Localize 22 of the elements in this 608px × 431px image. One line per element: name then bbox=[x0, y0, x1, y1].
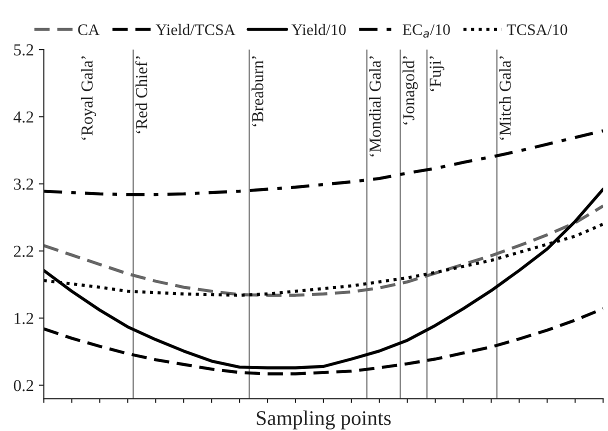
y-tick-label: 3.2 bbox=[14, 178, 34, 190]
legend-label: Yield/10 bbox=[292, 24, 346, 36]
annotation: ‘Jonagold’ bbox=[402, 56, 418, 124]
annotation: ‘Mondial Gala’ bbox=[369, 56, 381, 156]
x-axis-title: Sampling points bbox=[256, 410, 391, 430]
annotation: ‘Fuji’ bbox=[430, 56, 444, 92]
y-tick-label: 5.2 bbox=[14, 44, 34, 56]
annotation: ‘Mitch Gala’ bbox=[499, 56, 511, 140]
legend-label: Yield/TCSA bbox=[156, 24, 236, 36]
legend-label: TCSA/10 bbox=[506, 24, 568, 36]
line-series bbox=[44, 204, 604, 297]
annotation: ‘Royal Gala’ bbox=[80, 56, 96, 140]
line-series bbox=[44, 307, 604, 376]
y-tick-label: 4.2 bbox=[14, 111, 34, 123]
legend-label: CA bbox=[78, 24, 100, 36]
y-tick-label: 2.2 bbox=[14, 246, 34, 257]
annotation: ‘Red Chief’ bbox=[135, 56, 148, 134]
y-tick-label: 0.2 bbox=[14, 380, 34, 392]
line-series bbox=[44, 188, 604, 370]
annotation: ‘Breaburn’ bbox=[252, 56, 264, 126]
legend-label: EC$_{a}$/10 bbox=[402, 24, 450, 38]
y-tick-label: 1.2 bbox=[14, 312, 34, 324]
